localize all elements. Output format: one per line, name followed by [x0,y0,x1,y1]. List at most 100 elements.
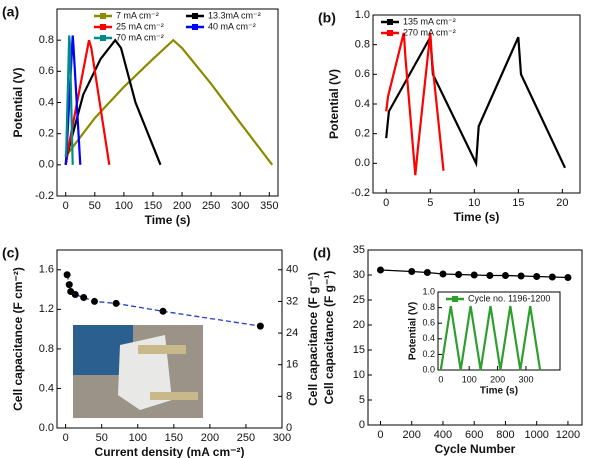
panel-label: (b) [318,10,336,26]
legend-marker [387,19,393,25]
x-tick-label: 15 [512,197,524,209]
legend-marker [192,13,198,19]
series-line [64,35,74,165]
y-tick-label: -0.2 [35,190,54,202]
y-tick-label: 0.0 [355,157,370,169]
data-point [91,297,98,305]
y-tick-label: 0.8 [39,34,54,46]
y-tick-label: 0.0 [39,422,54,434]
x-tick-label: 0 [63,200,69,212]
data-point [439,270,447,278]
x-tick-label: 200 [490,374,505,384]
legend-label: 7 mA cm⁻² [116,10,159,20]
data-point [501,272,509,279]
y-tick-label: 0.0 [422,364,435,374]
x-axis-label: Time (s) [480,386,518,397]
y-tick-label: 0.2 [422,349,435,359]
y2-tick-label: 8 [286,390,292,402]
y2-tick-label: 16 [286,359,298,371]
legend-marker [100,24,106,30]
x-tick-label: 600 [465,429,483,441]
data-point [376,266,384,274]
x-tick-label: 1000 [524,429,548,441]
legend-marker [100,35,106,41]
panel-label: (a) [2,4,19,20]
x-tick-label: 300 [273,432,291,444]
data-point [80,293,88,301]
x-tick-label: 250 [237,432,255,444]
x-tick-label: 800 [496,429,514,441]
series-line [64,38,274,166]
panel-label: (c) [2,245,19,261]
y-tick-label: 0.4 [422,333,435,343]
x-axis-label: Time (s) [145,213,191,227]
plot-frame [56,8,279,197]
y2-axis-label: Cell capacitance (F g⁻¹) [306,272,320,406]
y-tick-label: 0.6 [39,65,54,77]
x-tick-label: 10 [468,197,480,209]
data-point [455,271,463,278]
data-point [63,271,71,279]
data-point [517,272,525,280]
data-point [548,273,556,281]
legend-label: 70 mA cm⁻² [116,32,164,42]
series-line [385,33,566,169]
y-tick-label: 0 [359,419,365,431]
y-tick-label: 0.8 [355,39,370,51]
legend-label: 13.3mA cm⁻² [208,10,261,20]
data-point [486,272,494,279]
data-point [533,273,541,280]
y-tick-label: 0.4 [39,96,54,108]
legend-label: 135 mA cm⁻² [403,16,456,26]
plot-frame [437,291,561,371]
y-axis-label: Potential (V) [327,69,341,139]
x-tick-label: 350 [260,200,278,212]
data-point [423,269,431,276]
y-axis-label: Potential (V) [408,302,419,360]
y-tick-label: 20 [353,319,365,331]
y-tick-label: 0.4 [39,382,54,394]
x-tick-label: 150 [144,200,162,212]
legend-label: 270 mA cm⁻² [403,27,456,37]
x-tick-label: 100 [129,432,147,444]
plot-frame [56,249,283,429]
x-tick-label: 300 [518,374,533,384]
x-tick-label: 400 [434,429,452,441]
x-tick-label: 0 [377,429,383,441]
y-tick-label: 0.8 [422,302,435,312]
x-tick-label: 100 [115,200,133,212]
y-tick-label: 10 [353,369,365,381]
data-point [65,281,73,289]
x-axis-label: Current density (mA cm⁻²) [95,445,245,458]
y-tick-label: 1.2 [39,303,54,315]
y2-tick-label: 24 [286,327,298,339]
y-tick-label: -0.2 [351,187,370,199]
panel-label: (d) [313,245,331,261]
y-tick-label: 1.0 [422,286,435,296]
x-tick-label: 0 [438,374,443,384]
x-axis-label: Time (s) [454,210,500,224]
legend-marker [100,13,106,19]
y-tick-label: 0.4 [355,98,370,110]
y-tick-label: 0.2 [355,128,370,140]
x-tick-label: 5 [427,197,433,209]
y-tick-label: 0.8 [39,343,54,355]
y2-tick-label: 32 [286,295,298,307]
y-axis-label: Cell capacitance (F cm⁻²) [11,267,25,411]
x-tick-label: 50 [96,432,108,444]
series-line [64,35,82,165]
x-tick-label: 1200 [556,429,580,441]
x-tick-label: 0 [63,432,69,444]
data-point [256,322,264,330]
y-tick-label: 30 [353,269,365,281]
data-point [159,307,167,315]
photo-inset [73,325,203,418]
legend-marker [452,296,458,302]
x-tick-label: 0 [383,197,389,209]
legend-label: 40 mA cm⁻² [208,21,256,31]
x-tick-label: 250 [202,200,220,212]
y-tick-label: 0.6 [422,318,435,328]
series-line [385,32,445,176]
y-tick-label: 0.2 [39,128,54,140]
y-axis-label: Potential (V) [11,67,25,137]
